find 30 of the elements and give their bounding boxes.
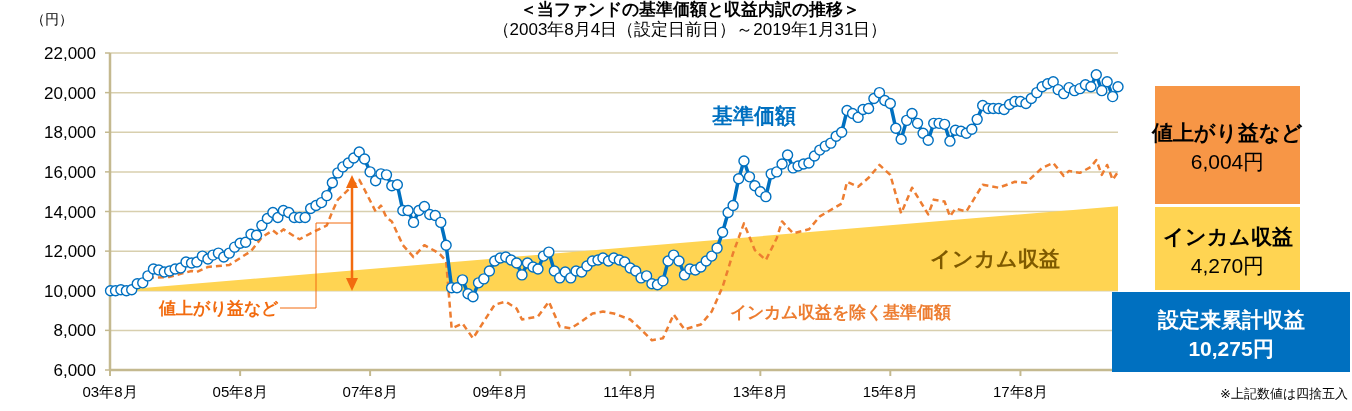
- y-tick-label: 14,000: [44, 202, 96, 222]
- y-tick-label: 22,000: [44, 44, 96, 63]
- text: 6,004円: [1190, 150, 1265, 173]
- x-tick-label: 17年8月: [992, 383, 1048, 400]
- y-tick-label: 20,000: [44, 83, 96, 103]
- series-name: 基準価額: [712, 104, 796, 127]
- text: ※上記数値は四捨五入: [1220, 386, 1348, 401]
- x-tick-label: 09年8月: [472, 383, 528, 400]
- annotation: 値上がり益など: [158, 299, 279, 318]
- y-tick-label: 6,000: [53, 361, 96, 380]
- y-axis-title: （円）: [31, 11, 73, 27]
- series-name: インカム収益: [930, 247, 1060, 270]
- y-tick-label: 10,000: [44, 281, 96, 301]
- y-tick-label: 12,000: [44, 242, 96, 262]
- x-tick-label: 11年8月: [603, 383, 658, 400]
- series-name: インカム収益を除く基準価額: [730, 303, 951, 322]
- text: 4,270円: [1190, 253, 1265, 277]
- chart-title: ＜当ファンドの基準価額と収益内訳の推移＞: [520, 0, 860, 19]
- x-tick-label: 05年8月: [212, 383, 268, 400]
- chart-subtitle: （2003年8月4日（設定日前日）～2019年1月31日）: [492, 20, 888, 39]
- text: 10,275円: [1188, 337, 1274, 360]
- x-tick-label: 03年8月: [82, 383, 138, 400]
- text: 設定来累計収益: [1156, 308, 1305, 331]
- text: インカム収益: [1162, 224, 1293, 248]
- x-tick-label: 13年8月: [732, 383, 788, 400]
- y-tick-label: 8,000: [53, 321, 96, 341]
- x-tick-label: 15年8月: [862, 383, 918, 400]
- y-tick-label: 16,000: [44, 162, 96, 182]
- x-tick-label: 07年8月: [342, 383, 398, 400]
- y-tick-label: 18,000: [44, 123, 96, 143]
